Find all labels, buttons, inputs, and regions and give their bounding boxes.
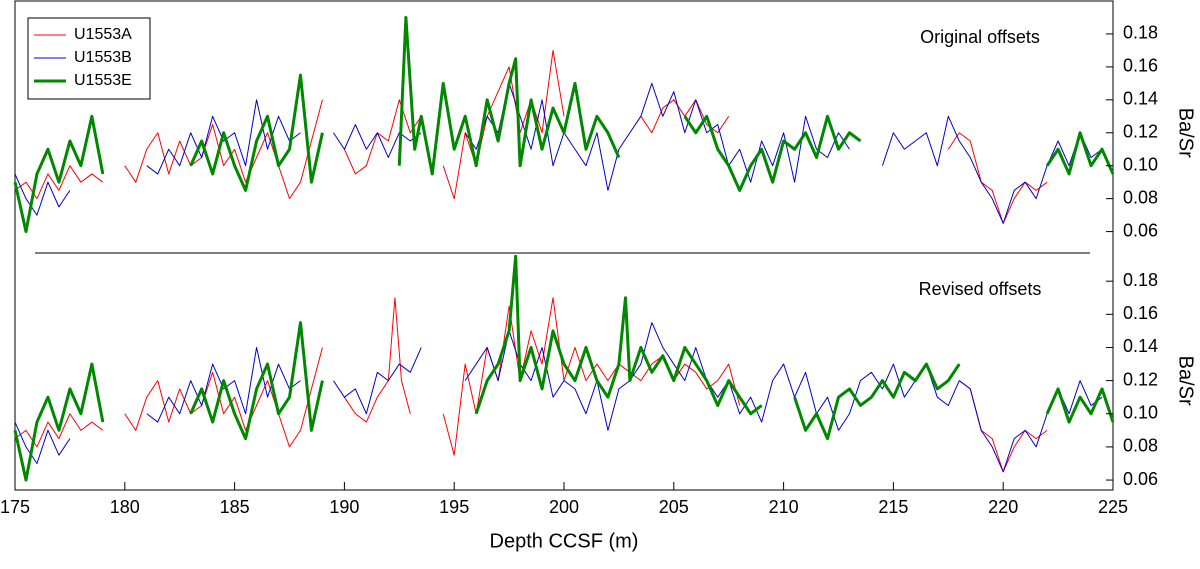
x-axis-label: Depth CCSF (m) <box>490 530 639 552</box>
series-line <box>14 297 1048 473</box>
panel-title: Revised offsets <box>919 279 1042 299</box>
y-tick-label: 0.10 <box>1123 403 1158 423</box>
x-tick-label: 205 <box>659 497 689 517</box>
x-tick-label: 195 <box>439 497 469 517</box>
y-tick-label: 0.14 <box>1123 89 1158 109</box>
series-line <box>14 49 1048 224</box>
y-tick-label: 0.16 <box>1123 303 1158 323</box>
x-tick-label: 175 <box>0 497 30 517</box>
series-line <box>13 15 1115 234</box>
y-tick-label: 0.18 <box>1123 23 1158 43</box>
x-tick-label: 200 <box>549 497 579 517</box>
x-tick-label: 220 <box>988 497 1018 517</box>
y-tick-label: 0.14 <box>1123 336 1158 356</box>
legend-label: U1553B <box>74 49 132 66</box>
y-axis-label: Ba/Sr <box>1175 356 1197 406</box>
series-line <box>14 82 1103 224</box>
x-tick-label: 215 <box>878 497 908 517</box>
y-tick-label: 0.06 <box>1123 220 1158 240</box>
y-tick-label: 0.08 <box>1123 436 1158 456</box>
x-tick-label: 180 <box>110 497 140 517</box>
series-line <box>14 322 1103 473</box>
legend-label: U1553A <box>74 26 132 43</box>
legend-label: U1553E <box>74 72 132 89</box>
x-tick-label: 185 <box>220 497 250 517</box>
x-tick-label: 210 <box>769 497 799 517</box>
y-axis-label: Ba/Sr <box>1175 108 1197 158</box>
plot-area <box>13 15 1115 482</box>
x-tick-label: 225 <box>1098 497 1128 517</box>
plot-frame <box>14 0 1114 491</box>
y-tick-label: 0.12 <box>1123 122 1158 142</box>
y-tick-label: 0.16 <box>1123 56 1158 76</box>
y-tick-label: 0.18 <box>1123 270 1158 290</box>
y-tick-label: 0.10 <box>1123 154 1158 174</box>
series-line <box>13 254 1115 482</box>
y-tick-label: 0.12 <box>1123 369 1158 389</box>
y-tick-label: 0.08 <box>1123 187 1158 207</box>
panel-title: Original offsets <box>920 27 1040 47</box>
y-tick-label: 0.06 <box>1123 469 1158 489</box>
x-tick-label: 190 <box>329 497 359 517</box>
